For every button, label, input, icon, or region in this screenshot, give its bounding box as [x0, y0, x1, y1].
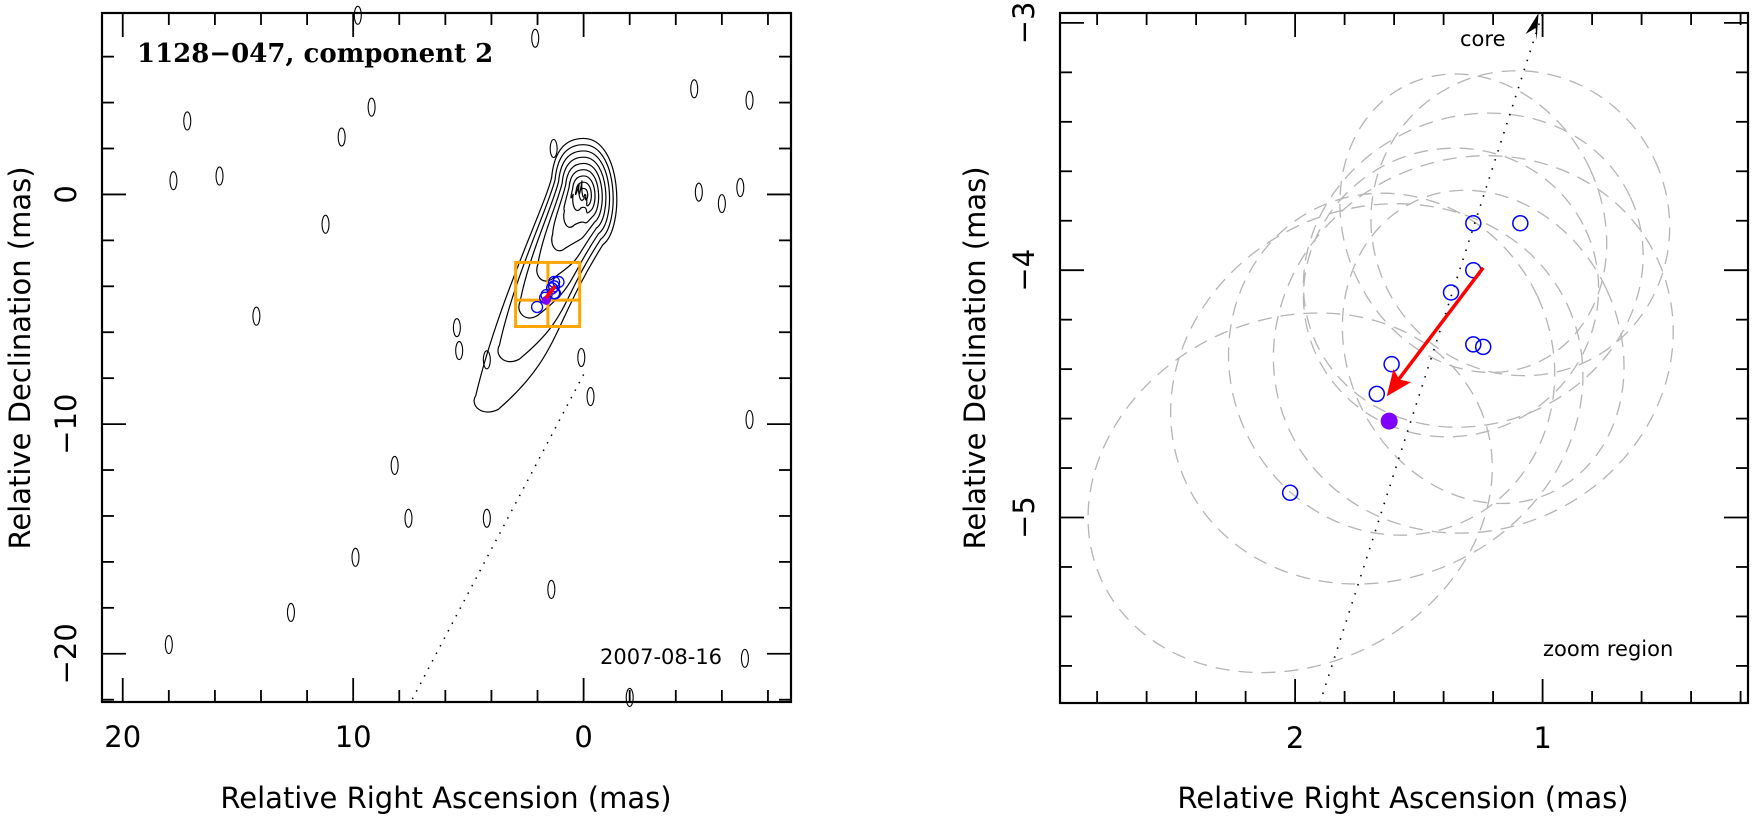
core-direction-arrow: [1525, 13, 1539, 40]
component-marker: [1465, 336, 1482, 353]
x-tick-label: 20: [104, 720, 141, 754]
zoom-axes: 2 1 −3 −4 −5: [1007, 2, 1750, 755]
component-marker: [1474, 338, 1492, 356]
noise-contour: [625, 687, 634, 707]
error-ellipse: [1341, 189, 1625, 505]
y-tick-label: −10: [49, 394, 83, 455]
error-ellipse: [1227, 192, 1556, 536]
component-marker: [1465, 214, 1482, 232]
noise-contour: [455, 341, 464, 361]
error-ellipse: [1087, 312, 1493, 674]
overview-axes: 20 10 0 0 −10 −20: [49, 11, 793, 754]
current-position-marker: [541, 295, 551, 305]
y-axis-label: Relative Declination (mas): [3, 166, 37, 549]
noise-contour: [531, 28, 540, 48]
core-label: core: [1460, 27, 1506, 51]
noise-contour: [717, 194, 726, 214]
x-axis-label: Relative Right Ascension (mas): [220, 781, 671, 815]
contour-map: [473, 137, 618, 413]
core-arrowhead: [1525, 13, 1539, 40]
error-ellipse: [1370, 70, 1671, 377]
y-tick-label: −5: [1007, 496, 1041, 539]
overview-panel: 20 10 0 0 −10 −20 1128−047, component 2 2007-…: [3, 5, 793, 815]
noise-contour: [353, 5, 362, 25]
noise-contour: [321, 214, 330, 234]
noise-contour: [549, 138, 558, 159]
contour-level: [551, 162, 603, 252]
y-tick-label: 0: [49, 185, 83, 203]
x-tick-label: 0: [574, 720, 592, 754]
noise-contour: [482, 508, 491, 528]
component-marker: [1281, 484, 1299, 502]
contour-level: [473, 137, 618, 413]
contour-level: [563, 169, 600, 228]
noise-contour: [351, 547, 360, 567]
component-marker: [1383, 355, 1400, 373]
error-ellipse: [1302, 147, 1600, 438]
x-axis-label: Relative Right Ascension (mas): [1177, 781, 1628, 815]
noise-contour: [740, 648, 749, 668]
chart-title: 1128−047, component 2: [137, 39, 493, 69]
noise-contour: [482, 350, 491, 370]
noise-contour: [577, 347, 586, 368]
noise-contour: [337, 127, 346, 147]
noise-contour: [215, 166, 224, 186]
y-axis-label: Relative Declination (mas): [958, 166, 992, 549]
component-marker: [1512, 214, 1529, 232]
contour-level: [518, 150, 611, 319]
noise-contour: [169, 171, 178, 191]
noise-contour: [183, 111, 192, 131]
noise-contour: [404, 508, 413, 528]
isolated-contours: [164, 5, 754, 707]
motion-arrow: [1391, 266, 1485, 389]
motion-arrow: [544, 284, 557, 300]
y-tick-label: −3: [1007, 2, 1041, 45]
noise-contour: [586, 386, 595, 407]
contour-level: [497, 144, 614, 363]
error-ellipses: [1087, 70, 1674, 674]
component-marker: [1442, 284, 1460, 301]
contour-level: [578, 180, 589, 201]
noise-contour: [745, 90, 754, 110]
y-tick-label: −20: [49, 623, 83, 684]
contour-level: [570, 175, 596, 214]
x-tick-label: 10: [335, 720, 372, 754]
noise-contour: [547, 579, 556, 600]
zoom-region-label: zoom region: [1543, 637, 1673, 661]
noise-contour: [286, 602, 296, 622]
component-markers: [1281, 214, 1529, 502]
jet-direction-line: [410, 374, 585, 703]
noise-contour: [745, 409, 754, 430]
noise-contour: [690, 79, 699, 99]
contour-level: [536, 156, 607, 282]
zoom-panel: 2 1 −3 −4 −5 core zoom region Relative Right…: [958, 2, 1750, 815]
noise-contour: [367, 97, 376, 117]
x-tick-label: 2: [1286, 721, 1304, 755]
component-marker: [1368, 385, 1386, 403]
noise-contour: [452, 318, 461, 338]
component-marker: [552, 275, 565, 289]
plot-frame: [100, 11, 793, 704]
component-marker: [547, 280, 561, 293]
motion-arrowhead: [1386, 368, 1412, 397]
contour-level: [574, 181, 592, 207]
noise-contour: [736, 177, 745, 198]
x-tick-label: 1: [1533, 721, 1551, 755]
plot-frame: [1058, 11, 1750, 705]
noise-contour: [164, 635, 173, 655]
epoch-label: 2007-08-16: [600, 645, 722, 669]
component-markers: [530, 275, 565, 314]
y-tick-label: −4: [1007, 249, 1041, 292]
noise-contour: [694, 182, 703, 202]
noise-contour: [390, 455, 399, 475]
component-marker: [530, 300, 544, 314]
noise-contour: [252, 306, 261, 326]
error-ellipse: [1339, 73, 1608, 374]
error-ellipse: [1272, 155, 1674, 534]
current-position-marker: [1380, 412, 1398, 430]
error-ellipse: [1169, 203, 1584, 585]
